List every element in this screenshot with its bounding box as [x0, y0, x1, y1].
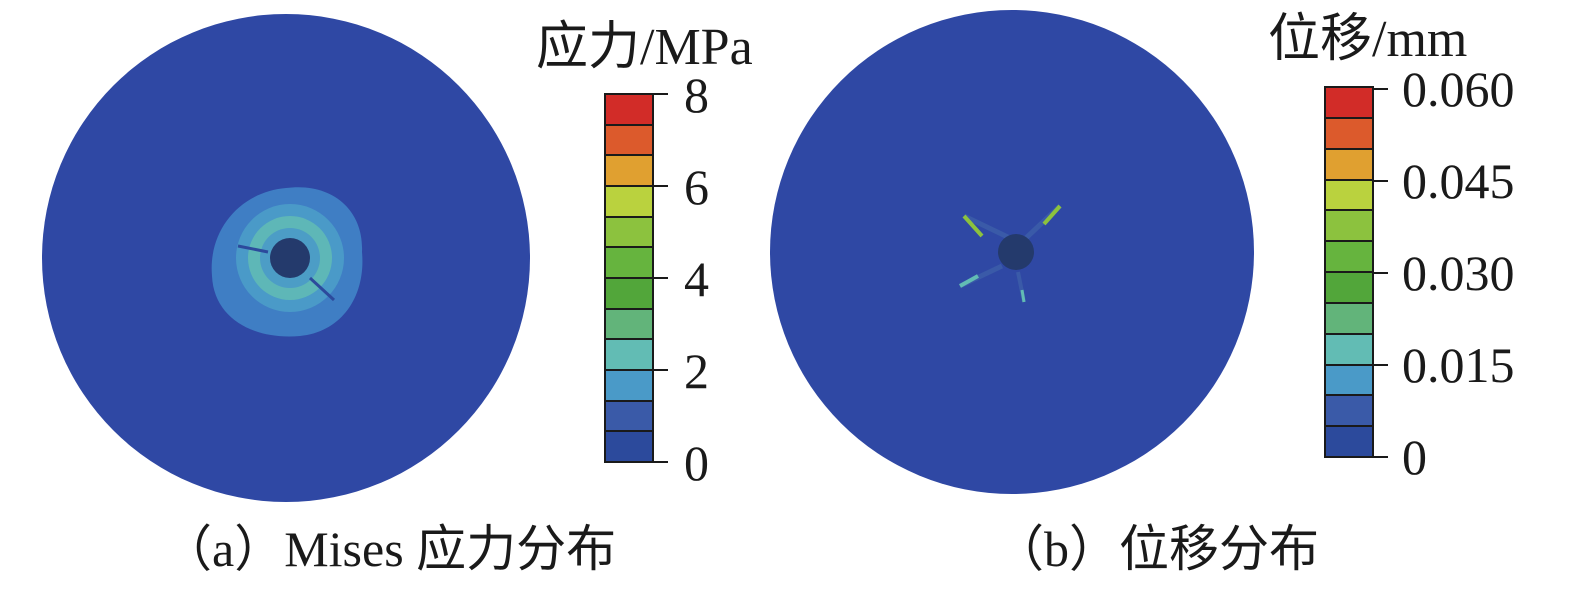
displacement-colorbar: [1324, 86, 1374, 458]
displacement-legend-title: 位移/mm: [1268, 11, 1468, 68]
panel-mises-stress: 应力/MPa 0 2 4 6 8 （a）Mises 应力分布: [42, 14, 753, 577]
crack-displacement-zone: [958, 204, 1062, 303]
colorbar-segment: [606, 307, 652, 339]
colorbar-tick: [654, 185, 668, 187]
caption-a: （a）Mises 应力分布: [162, 521, 617, 577]
colorbar-tick: [654, 369, 668, 371]
colorbar-tick: [1374, 180, 1388, 182]
borehole: [998, 234, 1034, 270]
stress-contour-disc: [42, 14, 530, 502]
colorbar-segment: [1326, 147, 1372, 179]
colorbar-segment: [1326, 116, 1372, 148]
colorbar-segment: [1326, 88, 1372, 117]
colorbar-segment: [1326, 209, 1372, 241]
colorbar-segment: [1326, 363, 1372, 395]
stress-concentration-zone: [211, 187, 363, 337]
colorbar-segment: [1326, 332, 1372, 364]
colorbar-tick-label: 0.060: [1402, 61, 1515, 117]
colorbar-segment: [1326, 271, 1372, 302]
colorbar-segment: [1326, 178, 1372, 210]
caption-b: （b）位移分布: [994, 521, 1319, 577]
colorbar-segment: [1326, 394, 1372, 426]
colorbar-tick-label: 0.045: [1402, 153, 1515, 209]
colorbar-segment: [606, 368, 652, 400]
colorbar-segment: [606, 338, 652, 369]
colorbar-segment: [1326, 301, 1372, 333]
colorbar-tick-label: 0: [1402, 429, 1427, 485]
colorbar-tick-label: 8: [684, 67, 709, 123]
colorbar-tick-label: 4: [684, 251, 709, 307]
colorbar-segment: [1326, 240, 1372, 272]
colorbar-tick: [654, 277, 668, 279]
colorbar-segment: [1326, 425, 1372, 456]
panel-displacement: 位移/mm 0 0.015 0.030 0.045 0.060 （b）位移分布: [770, 0, 1575, 600]
colorbar-tick-label: 0.015: [1402, 337, 1515, 393]
colorbar-tick-label: 0.030: [1402, 245, 1515, 301]
colorbar-tick: [1374, 364, 1388, 366]
colorbar-segment: [606, 184, 652, 216]
colorbar-segment: [606, 246, 652, 277]
colorbar-segment: [606, 123, 652, 155]
colorbar-tick-label: 2: [684, 343, 709, 399]
colorbar-segment: [606, 154, 652, 185]
colorbar-tick: [654, 93, 668, 95]
colorbar-tick: [1374, 456, 1388, 458]
colorbar-tick: [1374, 88, 1388, 90]
displacement-contour-disc: [770, 10, 1254, 494]
colorbar-segment: [606, 276, 652, 308]
colorbar-tick: [1374, 272, 1388, 274]
colorbar-segment: [606, 430, 652, 461]
borehole: [270, 238, 310, 278]
colorbar-tick-label: 6: [684, 159, 709, 215]
stress-legend-title: 应力/MPa: [536, 19, 753, 76]
colorbar-segment: [606, 399, 652, 431]
stress-colorbar: [604, 93, 654, 463]
colorbar-segment: [606, 94, 652, 124]
colorbar-segment: [606, 215, 652, 247]
colorbar-tick: [654, 461, 668, 463]
colorbar-tick-label: 0: [684, 435, 709, 491]
